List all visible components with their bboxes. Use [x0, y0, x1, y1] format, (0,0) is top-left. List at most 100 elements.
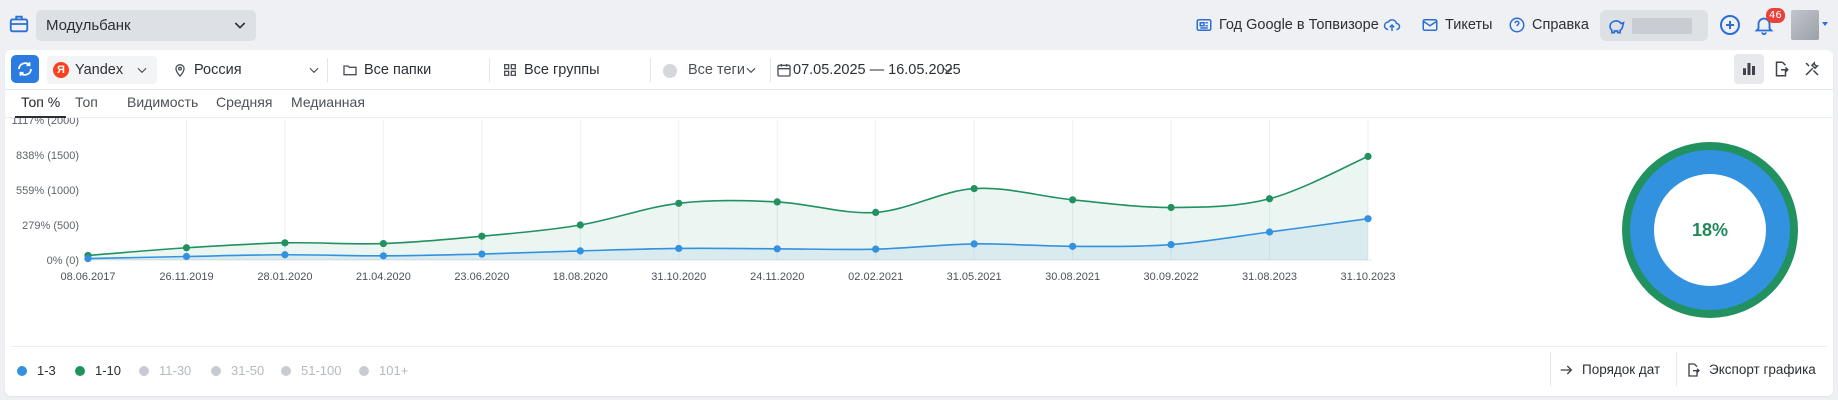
search-engine-select[interactable]: Я Yandex: [47, 56, 157, 84]
x-tick-label: 18.08.2020: [553, 271, 608, 283]
x-tick-label: 26.11.2019: [159, 271, 213, 283]
account-balance[interactable]: [1600, 10, 1708, 41]
project-name: Модульбанк: [46, 17, 131, 34]
data-point-1-3: [1265, 228, 1274, 236]
legend-label: 101+: [379, 363, 409, 378]
y-tick-label: 0% (0): [47, 255, 79, 267]
add-button[interactable]: [1718, 13, 1742, 37]
position-chart: 1117% (2000) 838% (1500) 559% (1000) 279% (…: [12, 118, 1396, 283]
data-point-1-3: [182, 252, 191, 261]
grid-icon: [504, 64, 516, 76]
data-point-1-3: [1069, 242, 1077, 250]
x-tick-label: 28.01.2020: [257, 271, 312, 283]
data-point-1-3: [675, 244, 683, 253]
plus-circle-icon: [1720, 15, 1740, 35]
help-icon: [1509, 17, 1525, 33]
mail-icon: [1422, 19, 1438, 31]
data-point-1-10: [773, 198, 781, 206]
groups-select[interactable]: Все группы: [502, 56, 642, 84]
briefcase-icon[interactable]: [8, 13, 30, 35]
date-range-select[interactable]: 07.05.2025 — 16.05.2025: [776, 56, 961, 84]
data-point-1-10: [379, 239, 387, 248]
divider: [11, 346, 1827, 347]
series-line-1-3: [87, 217, 1369, 260]
data-point-1-10: [872, 208, 880, 216]
legend-label: 31-50: [231, 363, 265, 378]
x-tick-label: 08.06.2017: [60, 271, 115, 283]
series-line-1-10: [87, 155, 1369, 257]
data-point-1-3: [773, 245, 781, 253]
caret-down-icon[interactable]: [1822, 22, 1828, 26]
divider: [650, 58, 651, 82]
x-tick-label: 02.02.2021: [848, 271, 903, 283]
donut-percent: 18%: [1691, 220, 1729, 240]
tab-visibility[interactable]: Видимость: [127, 94, 199, 110]
tab-top[interactable]: Топ: [75, 94, 98, 110]
divider: [770, 58, 771, 82]
y-tick-label: 559% (1000): [16, 185, 79, 197]
series-area-1-3: [88, 218, 1368, 260]
legend-dot: [359, 366, 369, 376]
data-point-1-3: [872, 245, 880, 253]
region-select[interactable]: Россия: [172, 56, 322, 84]
y-tick-label: 838% (1500): [16, 150, 79, 162]
tags-toggle[interactable]: [663, 64, 677, 78]
legend-label: 51-100: [301, 363, 342, 378]
arrow-right-icon: [1560, 365, 1573, 375]
tags-select[interactable]: Все теги: [663, 56, 763, 84]
chevron-down-icon: [137, 67, 147, 74]
x-tick-label: 31.08.2023: [1242, 271, 1297, 283]
news-icon: [1196, 19, 1212, 31]
help-link[interactable]: Справка: [1508, 13, 1589, 37]
tickets-label: Тикеты: [1445, 17, 1493, 33]
data-point-1-10: [1265, 195, 1274, 203]
chevron-down-icon: [746, 67, 756, 74]
date-order-label: Порядок дат: [1582, 362, 1661, 377]
legend-label: 1-3: [37, 363, 56, 378]
legend-dot: [139, 366, 149, 376]
data-point-1-3: [478, 250, 486, 258]
folders-select[interactable]: Все папки: [342, 56, 482, 84]
data-point-1-10: [1167, 203, 1175, 212]
data-point-1-3: [379, 252, 387, 260]
donut-hole: [1654, 174, 1766, 286]
tab-average[interactable]: Средняя: [216, 94, 273, 110]
chart-view-button[interactable]: [1734, 54, 1764, 84]
avatar[interactable]: [1791, 10, 1819, 40]
tickets-link[interactable]: Тикеты: [1421, 13, 1492, 37]
data-point-1-10: [576, 221, 584, 229]
x-tick-label: 21.04.2020: [356, 271, 411, 283]
piggy-bank-icon: [1609, 20, 1625, 34]
legend-dot: [17, 366, 27, 376]
data-point-1-10: [281, 239, 289, 247]
settings-button[interactable]: [1797, 54, 1827, 84]
y-tick-label: 279% (500): [22, 220, 79, 232]
google-year-link[interactable]: Год Google в Топвизоре: [1195, 13, 1379, 37]
export-chart-label: Экспорт графика: [1709, 362, 1816, 377]
series-area-1-10: [88, 156, 1368, 260]
project-select[interactable]: Модульбанк: [36, 10, 256, 41]
refresh-button[interactable]: [11, 55, 39, 83]
export-button[interactable]: [1766, 54, 1796, 84]
bar-chart-icon: [1743, 63, 1755, 75]
data-point-1-3: [970, 240, 978, 248]
data-point-1-3: [576, 247, 584, 255]
chevron-down-icon: [234, 22, 246, 29]
tab-top-percent[interactable]: Топ %: [15, 90, 67, 118]
data-point-1-3: [281, 251, 289, 259]
legend-label: 1-10: [95, 363, 122, 378]
x-tick-label: 30.08.2021: [1045, 271, 1100, 283]
yandex-logo-icon: Я: [53, 62, 69, 78]
cloud-upload-icon: [1383, 19, 1401, 31]
data-point-1-3: [1364, 215, 1372, 223]
data-point-1-10: [970, 185, 978, 193]
data-point-1-10: [1364, 152, 1372, 160]
export-chart-button[interactable]: Экспорт графика: [1685, 354, 1816, 386]
refresh-icon: [18, 62, 32, 76]
upload-button[interactable]: [1383, 13, 1405, 37]
data-point-1-10: [478, 232, 486, 240]
divider: [327, 58, 328, 82]
legend-dot: [75, 366, 85, 376]
tab-median[interactable]: Медианная: [291, 94, 365, 110]
date-order-button[interactable]: Порядок дат: [1558, 354, 1660, 386]
